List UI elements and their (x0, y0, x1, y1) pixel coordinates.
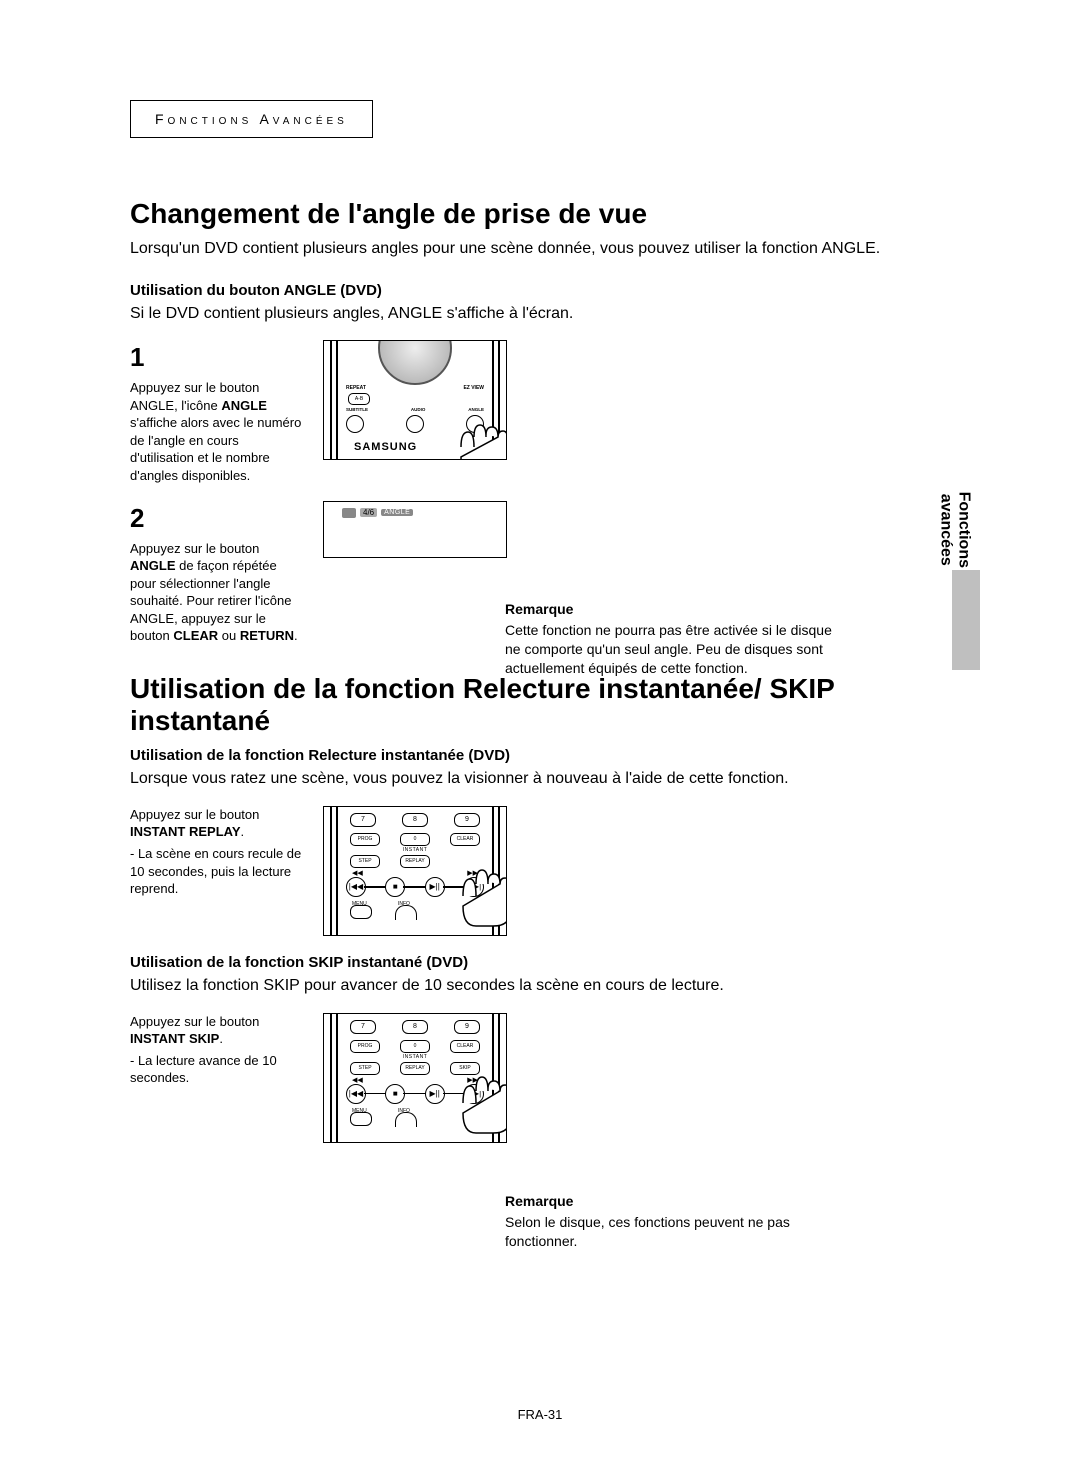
menu-button (350, 905, 372, 919)
rewind-icon: ◀◀ (352, 1076, 363, 1084)
step-number: 2 (130, 501, 305, 536)
skipf-heading: Utilisation de la fonction SKIP instanta… (130, 954, 950, 971)
audio-label: AUDIO (411, 407, 426, 412)
replay-button: REPLAY (400, 855, 430, 868)
prev-icon: |◀◀ (346, 1084, 366, 1104)
step-button: STEP (350, 1062, 380, 1075)
angle-tag: ANGLE (381, 509, 413, 516)
num-0: 0 (400, 1040, 430, 1053)
angle-subheading: Utilisation du bouton ANGLE (DVD) (130, 282, 950, 299)
osd-angle-figure: 4/6 ANGLE (323, 501, 507, 558)
prog-button: PROG (350, 1040, 380, 1053)
camera-icon (342, 508, 356, 518)
prog-button: PROG (350, 833, 380, 846)
angle-step-1: 1 Appuyez sur le bouton ANGLE, l'icône A… (130, 340, 950, 484)
skipf-bullet: - La lecture avance de 10 secondes. (130, 1052, 305, 1087)
manual-page: Fonctions Avancées Fonctions avancées Ch… (0, 0, 1080, 1482)
hand-icon (448, 854, 507, 929)
audio-button (406, 415, 424, 433)
remark-title: Remarque (505, 1192, 845, 1211)
skip-remark: Remarque Selon le disque, ces fonctions … (505, 1192, 845, 1251)
remark-text: Cette fonction ne pourra pas être activé… (505, 621, 845, 678)
step-button: STEP (350, 855, 380, 868)
play-pause-icon: ▶|| (425, 1084, 445, 1104)
side-tab-line1: Fonctions (955, 492, 972, 568)
replay-step-text: Appuyez sur le bouton INSTANT REPLAY. - … (130, 806, 305, 898)
remote-figure-replay: 7 8 9 PROG 0 CLEAR INSTANT STEP REPLAY ◀… (323, 806, 507, 936)
prev-icon: |◀◀ (346, 877, 366, 897)
num-0: 0 (400, 833, 430, 846)
repeat-label: REPEAT (346, 385, 366, 391)
angle-step2-text: 2 Appuyez sur le bouton ANGLE de façon r… (130, 501, 305, 645)
play-pause-icon: ▶|| (425, 877, 445, 897)
info-button (395, 905, 417, 920)
angle-remark: Remarque Cette fonction ne pourra pas êt… (505, 600, 845, 678)
replay-step: Appuyez sur le bouton INSTANT REPLAY. - … (130, 806, 950, 936)
angle-title: Changement de l'angle de prise de vue (130, 198, 950, 230)
angle-intro: Lorsqu'un DVD contient plusieurs angles … (130, 238, 950, 260)
num-8: 8 (402, 813, 428, 827)
replay-heading: Utilisation de la fonction Relecture ins… (130, 747, 950, 764)
category-header: Fonctions Avancées (130, 100, 373, 138)
side-tab-text: Fonctions avancées (936, 492, 972, 568)
subtitle-label: SUBTITLE (346, 407, 368, 412)
menu-button (350, 1112, 372, 1126)
instant-label: INSTANT (324, 1054, 506, 1060)
num-7: 7 (350, 813, 376, 827)
subtitle-button (346, 415, 364, 433)
skipf-step: Appuyez sur le bouton INSTANT SKIP. - La… (130, 1013, 950, 1143)
instant-label: INSTANT (324, 847, 506, 853)
skip-section: Utilisation de la fonction Relecture ins… (130, 673, 950, 1143)
nav-pad-icon (378, 340, 452, 385)
ezview-label: EZ VIEW (463, 385, 484, 391)
angle-fraction: 4/6 (360, 508, 377, 517)
angle-subtext: Si le DVD contient plusieurs angles, ANG… (130, 303, 950, 325)
replay-button: REPLAY (400, 1062, 430, 1075)
stop-icon: ■ (385, 1084, 405, 1104)
remark-title: Remarque (505, 600, 845, 619)
side-tab-highlight (952, 570, 980, 670)
angle-step1-text: 1 Appuyez sur le bouton ANGLE, l'icône A… (130, 340, 305, 484)
hand-icon (448, 1061, 507, 1136)
replay-bullet: - La scène en cours recule de 10 seconde… (130, 845, 305, 898)
clear-button: CLEAR (450, 833, 480, 846)
rewind-icon: ◀◀ (352, 869, 363, 877)
category-text: Fonctions Avancées (155, 111, 348, 127)
info-button (395, 1112, 417, 1127)
clear-button: CLEAR (450, 1040, 480, 1053)
replay-text: Lorsque vous ratez une scène, vous pouve… (130, 768, 950, 790)
stop-icon: ■ (385, 877, 405, 897)
remote-figure-angle: REPEAT EZ VIEW A-B SUBTITLE AUDIO ANGLE … (323, 340, 507, 460)
hand-icon (446, 407, 507, 460)
remote-figure-skip: 7 8 9 PROG 0 CLEAR INSTANT STEP REPLAY S… (323, 1013, 507, 1143)
remark-text: Selon le disque, ces fonctions peuvent n… (505, 1213, 845, 1251)
side-tab-line2: avancées (937, 494, 954, 566)
skipf-text: Utilisez la fonction SKIP pour avancer d… (130, 975, 950, 997)
page-number: FRA-31 (0, 1407, 1080, 1422)
num-7: 7 (350, 1020, 376, 1034)
skipf-step-text: Appuyez sur le bouton INSTANT SKIP. - La… (130, 1013, 305, 1087)
samsung-brand: SAMSUNG (354, 441, 417, 453)
num-9: 9 (454, 1020, 480, 1034)
skip-title: Utilisation de la fonction Relecture ins… (130, 673, 950, 737)
ab-button: A-B (348, 393, 370, 405)
num-8: 8 (402, 1020, 428, 1034)
num-9: 9 (454, 813, 480, 827)
step-number: 1 (130, 340, 305, 375)
